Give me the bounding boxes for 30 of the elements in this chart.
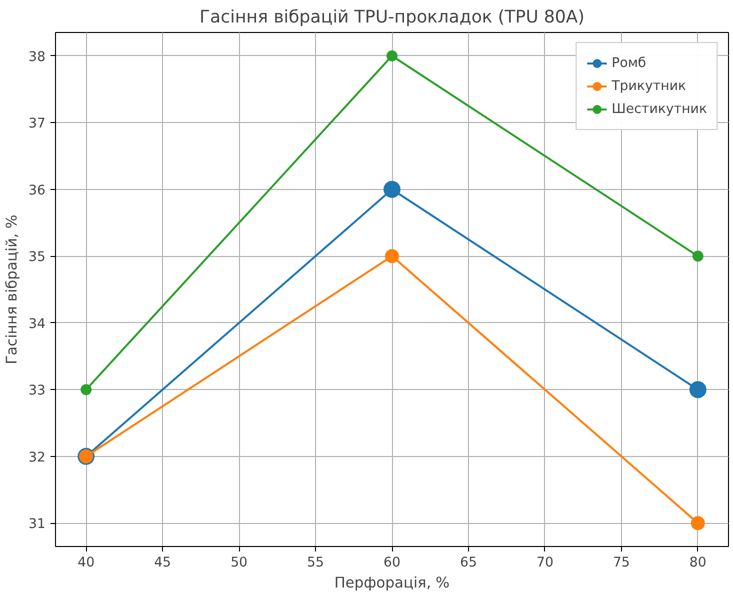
point <box>692 250 704 262</box>
point <box>80 384 92 396</box>
legend-label: Шестикутник <box>612 102 707 116</box>
point <box>384 180 400 198</box>
x-axis-title: Перфорація, % <box>334 574 450 592</box>
chart-title: Гасіння вібрацій TPU-прокладок (TPU 80A) <box>199 8 585 28</box>
point <box>386 50 398 62</box>
y-tick-label: 32 <box>28 450 46 466</box>
x-tick-label: 40 <box>78 556 95 570</box>
y-tick-label: 38 <box>28 50 46 65</box>
y-tick-label: 34 <box>28 316 46 332</box>
x-tick-label: 70 <box>536 556 554 570</box>
point <box>385 249 399 264</box>
y-tick-label: 36 <box>28 183 46 198</box>
y-tick-label: 33 <box>28 384 46 399</box>
x-tick-label: 80 <box>689 556 706 570</box>
x-tick-label: 45 <box>154 556 172 570</box>
x-tick-label: 55 <box>307 556 324 570</box>
x-tick-label: 60 <box>384 556 400 570</box>
point <box>690 516 705 530</box>
x-tick-label: 50 <box>230 556 248 570</box>
y-tick-label: 35 <box>28 250 46 266</box>
y-axis-title: Гасіння вібрацій, % <box>4 214 21 364</box>
x-tick-label: 65 <box>460 556 477 570</box>
x-tick-label: 75 <box>612 556 630 570</box>
legend-label: Ромб <box>612 56 646 70</box>
y-tick-label: 31 <box>28 517 46 532</box>
point <box>689 381 706 398</box>
y-tick-label: 37 <box>28 116 46 132</box>
legend-label: Трикутник <box>612 78 686 94</box>
